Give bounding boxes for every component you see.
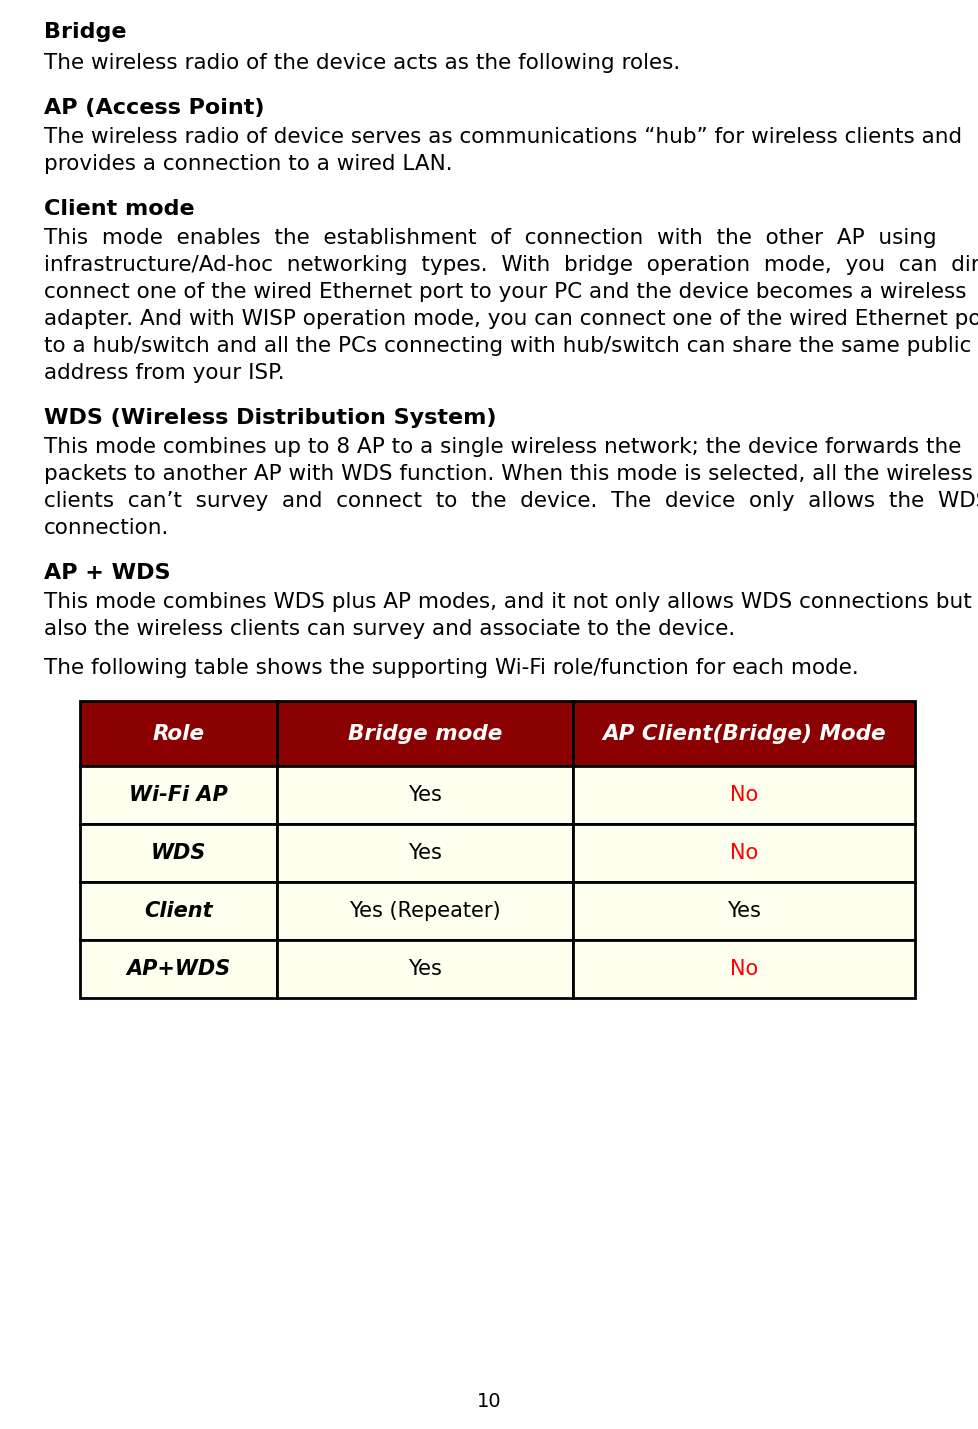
Bar	[572, 766, 914, 825]
Text: Wi-Fi AP: Wi-Fi AP	[129, 785, 228, 805]
Bar	[276, 940, 572, 997]
Text: No: No	[730, 843, 758, 863]
Text: This mode combines WDS plus AP modes, and it not only allows WDS connections but: This mode combines WDS plus AP modes, an…	[44, 592, 971, 612]
Text: WDS (Wireless Distribution System): WDS (Wireless Distribution System)	[44, 409, 496, 429]
Text: connection.: connection.	[44, 517, 169, 537]
Text: Yes: Yes	[408, 843, 441, 863]
Text: Bridge mode: Bridge mode	[347, 723, 502, 743]
Text: AP+WDS: AP+WDS	[126, 959, 230, 979]
Text: No: No	[730, 785, 758, 805]
Text: This  mode  enables  the  establishment  of  connection  with  the  other  AP  u: This mode enables the establishment of c…	[44, 229, 936, 249]
Bar	[80, 825, 276, 882]
Bar	[80, 940, 276, 997]
Bar	[276, 825, 572, 882]
Bar	[572, 940, 914, 997]
Text: AP Client(Bridge) Mode: AP Client(Bridge) Mode	[601, 723, 885, 743]
Text: AP + WDS: AP + WDS	[44, 563, 170, 583]
Bar	[276, 702, 572, 766]
Text: to a hub/switch and all the PCs connecting with hub/switch can share the same pu: to a hub/switch and all the PCs connecti…	[44, 336, 978, 356]
Bar	[276, 766, 572, 825]
Text: 10: 10	[476, 1392, 502, 1410]
Bar	[80, 766, 276, 825]
Text: Role: Role	[153, 723, 204, 743]
Text: No: No	[730, 959, 758, 979]
Bar	[80, 882, 276, 940]
Text: This mode combines up to 8 AP to a single wireless network; the device forwards : This mode combines up to 8 AP to a singl…	[44, 437, 960, 457]
Text: clients  can’t  survey  and  connect  to  the  device.  The  device  only  allow: clients can’t survey and connect to the …	[44, 492, 978, 512]
Text: Yes: Yes	[408, 959, 441, 979]
Bar	[276, 882, 572, 940]
Text: also the wireless clients can survey and associate to the device.: also the wireless clients can survey and…	[44, 619, 734, 639]
Text: Yes: Yes	[727, 902, 760, 922]
Text: Bridge: Bridge	[44, 21, 126, 41]
Text: Yes (Repeater): Yes (Repeater)	[348, 902, 500, 922]
Text: AP (Access Point): AP (Access Point)	[44, 99, 264, 119]
Text: Client: Client	[144, 902, 212, 922]
Text: The following table shows the supporting Wi-Fi role/function for each mode.: The following table shows the supporting…	[44, 657, 858, 677]
Bar	[80, 702, 276, 766]
Text: packets to another AP with WDS function. When this mode is selected, all the wir: packets to another AP with WDS function.…	[44, 464, 972, 484]
Text: The wireless radio of device serves as communications “hub” for wireless clients: The wireless radio of device serves as c…	[44, 127, 961, 147]
Text: The wireless radio of the device acts as the following roles.: The wireless radio of the device acts as…	[44, 53, 680, 73]
Text: adapter. And with WISP operation mode, you can connect one of the wired Ethernet: adapter. And with WISP operation mode, y…	[44, 309, 978, 329]
Bar	[572, 825, 914, 882]
Text: Client mode: Client mode	[44, 199, 195, 219]
Text: Yes: Yes	[408, 785, 441, 805]
Text: infrastructure/Ad-hoc  networking  types.  With  bridge  operation  mode,  you  : infrastructure/Ad-hoc networking types. …	[44, 254, 978, 274]
Bar	[572, 882, 914, 940]
Text: WDS: WDS	[151, 843, 206, 863]
Text: address from your ISP.: address from your ISP.	[44, 363, 285, 383]
Text: connect one of the wired Ethernet port to your PC and the device becomes a wirel: connect one of the wired Ethernet port t…	[44, 282, 965, 302]
Bar	[572, 702, 914, 766]
Text: provides a connection to a wired LAN.: provides a connection to a wired LAN.	[44, 154, 452, 174]
